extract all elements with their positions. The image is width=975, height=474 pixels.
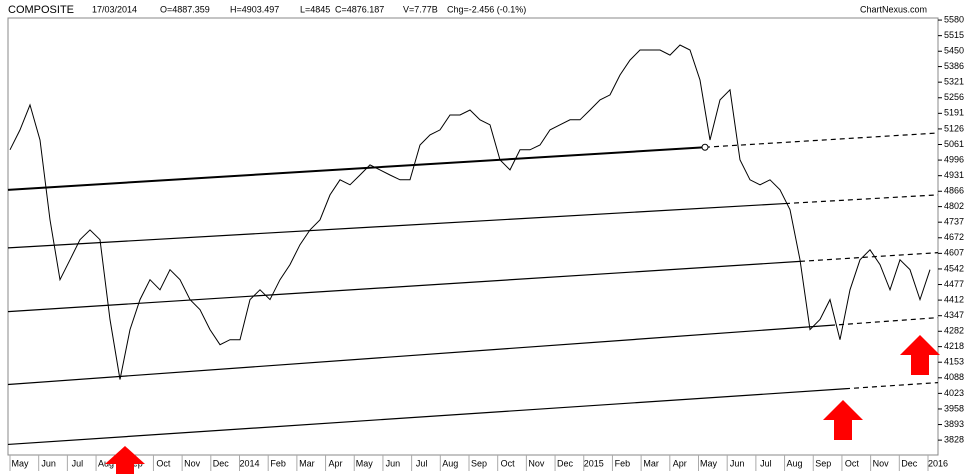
header-field: 17/03/2014 (92, 4, 137, 14)
marker (701, 143, 709, 151)
x-tick-label: Mar (643, 458, 659, 468)
x-tick-label: Feb (270, 458, 286, 468)
price-line (9, 44, 931, 380)
x-tick-label: Dec (213, 458, 230, 468)
y-tick-label: 4282 (944, 326, 964, 336)
y-tick-label: 3828 (944, 435, 964, 445)
y-tick-label: 4218 (944, 341, 964, 351)
x-tick-label: Jun (386, 458, 401, 468)
x-tick-label: 2015 (584, 458, 604, 468)
trend-line (7, 202, 786, 249)
y-tick-label: 5321 (944, 77, 964, 87)
x-tick-label: Apr (673, 458, 687, 468)
trend-line-projection (704, 132, 939, 148)
x-tick-label: May (700, 458, 718, 468)
x-tick-label: 2016 (928, 458, 948, 468)
x-tick-label: Aug (442, 458, 458, 468)
x-tick-label: Jun (730, 458, 745, 468)
x-tick-label: Nov (184, 458, 201, 468)
trend-line (7, 146, 706, 191)
x-tick-label: Sep (815, 458, 831, 468)
x-tick-label: Apr (329, 458, 343, 468)
y-tick-label: 4931 (944, 170, 964, 180)
y-tick-label: 5450 (944, 46, 964, 56)
arrow (823, 400, 863, 440)
y-tick-label: 3958 (944, 403, 964, 413)
trend-line-projection (829, 317, 939, 326)
x-tick-label: May (11, 458, 29, 468)
y-tick-label: 4542 (944, 263, 964, 273)
y-tick-label: 5061 (944, 139, 964, 149)
x-tick-label: Nov (873, 458, 890, 468)
header-field: L=4845 (300, 4, 330, 14)
y-tick-label: 5580 (944, 14, 964, 24)
y-tick-label: 4866 (944, 186, 964, 196)
x-tick-label: Aug (787, 458, 803, 468)
header-field: V=7.77B (403, 4, 438, 14)
y-tick-label: 4672 (944, 232, 964, 242)
plot-frame (7, 17, 939, 456)
chart-title: COMPOSITE (8, 4, 74, 16)
header-field: H=4903.497 (230, 4, 279, 14)
x-tick-label: Jul (760, 458, 772, 468)
y-tick-label: 4477 (944, 279, 964, 289)
y-tick-label: 4347 (944, 310, 964, 320)
header-field: O=4887.359 (160, 4, 210, 14)
y-tick-label: 5126 (944, 123, 964, 133)
x-tick-label: Oct (501, 458, 516, 468)
arrow (900, 335, 940, 375)
x-tick-label: Sep (471, 458, 487, 468)
y-tick-label: 4088 (944, 372, 964, 382)
x-tick-label: Nov (528, 458, 545, 468)
source: ChartNexus.com (860, 4, 927, 14)
x-tick-label: Mar (299, 458, 315, 468)
trend-line (7, 260, 801, 313)
header-field: Chg=-2.456 (-0.1%) (447, 4, 526, 14)
trend-line-projection (844, 381, 939, 390)
header-field: C=4876.187 (335, 4, 384, 14)
trend-line (7, 388, 846, 446)
arrow (105, 446, 145, 474)
x-tick-label: Dec (557, 458, 574, 468)
y-tick-label: 5256 (944, 92, 964, 102)
trend-line-projection (784, 194, 939, 205)
x-tick-label: Oct (845, 458, 860, 468)
y-tick-label: 3893 (944, 419, 964, 429)
y-tick-label: 4996 (944, 154, 964, 164)
x-tick-label: Oct (156, 458, 171, 468)
y-tick-label: 5386 (944, 61, 964, 71)
y-tick-label: 4023 (944, 388, 964, 398)
x-tick-label: May (356, 458, 374, 468)
y-tick-label: 4737 (944, 217, 964, 227)
y-tick-label: 4607 (944, 248, 964, 258)
trend-line (7, 324, 831, 386)
y-tick-label: 4802 (944, 201, 964, 211)
x-tick-label: Jun (41, 458, 56, 468)
y-tick-label: 5515 (944, 30, 964, 40)
y-tick-label: 4412 (944, 294, 964, 304)
x-tick-label: Jul (416, 458, 428, 468)
x-tick-label: Dec (901, 458, 918, 468)
y-tick-label: 5191 (944, 108, 964, 118)
x-tick-label: Jul (72, 458, 84, 468)
x-tick-label: 2014 (239, 458, 259, 468)
y-tick-label: 4153 (944, 357, 964, 367)
x-tick-label: Feb (615, 458, 631, 468)
